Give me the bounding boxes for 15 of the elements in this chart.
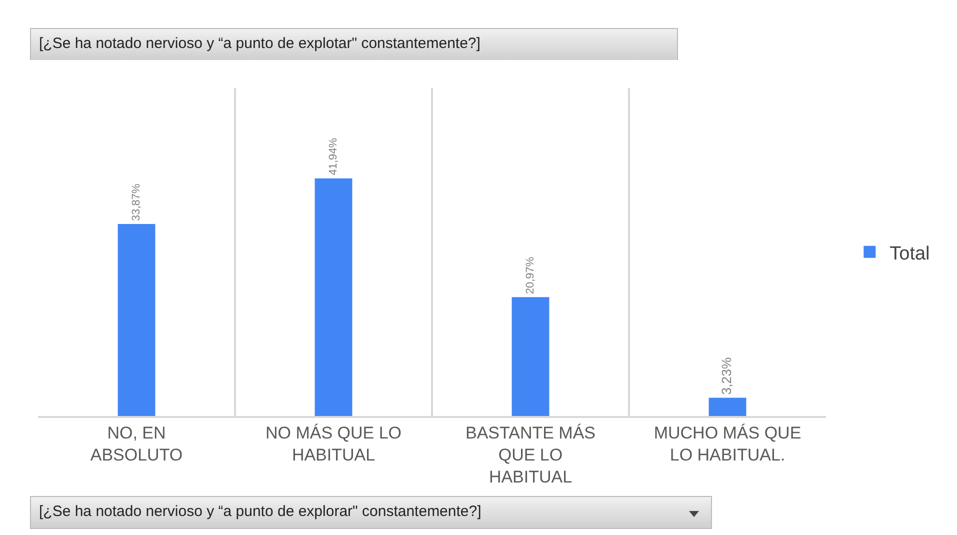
bar bbox=[118, 224, 156, 416]
x-tick-label: NO MÁS QUE LO HABITUAL bbox=[265, 423, 402, 464]
bar bbox=[708, 398, 746, 416]
x-tick-label: BASTANTE MÁS QUE LO HABITUAL bbox=[465, 423, 596, 487]
data-label: 33,87% bbox=[130, 183, 143, 222]
x-tick-label: NO, EN ABSOLUTO bbox=[90, 423, 183, 464]
x-tick-label: MUCHO MÁS QUE LO HABITUAL. bbox=[654, 423, 802, 464]
chart-title: [¿Se ha notado nervioso y “a punto de explotar" constantemente?] bbox=[30, 28, 678, 61]
text: [¿Se ha notado nervioso y “a punto de explorar" constantemente?] bbox=[39, 503, 482, 520]
legend-label: Total bbox=[890, 243, 930, 264]
data-label: 41,94% bbox=[328, 138, 340, 176]
bar bbox=[512, 297, 550, 416]
bar bbox=[314, 178, 352, 416]
data-label: 20,97% bbox=[524, 256, 537, 294]
data-label: 3,23% bbox=[719, 357, 734, 395]
